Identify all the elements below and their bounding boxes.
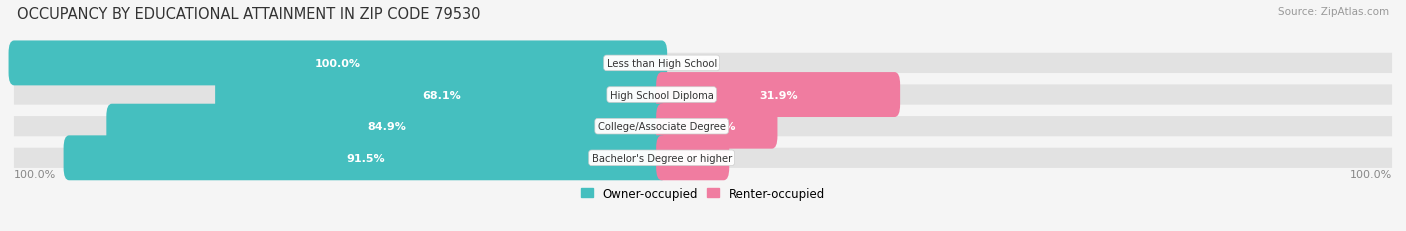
Text: Less than High School: Less than High School [606, 59, 717, 69]
Text: 0.0%: 0.0% [689, 59, 720, 69]
FancyBboxPatch shape [657, 104, 778, 149]
FancyBboxPatch shape [657, 73, 900, 118]
Text: 8.5%: 8.5% [678, 153, 709, 163]
FancyBboxPatch shape [662, 85, 1392, 105]
FancyBboxPatch shape [14, 54, 662, 74]
Text: Source: ZipAtlas.com: Source: ZipAtlas.com [1278, 7, 1389, 17]
FancyBboxPatch shape [662, 54, 1392, 74]
Text: 100.0%: 100.0% [315, 59, 361, 69]
Text: 84.9%: 84.9% [367, 122, 406, 132]
Text: 100.0%: 100.0% [1350, 170, 1392, 179]
Text: Bachelor's Degree or higher: Bachelor's Degree or higher [592, 153, 731, 163]
FancyBboxPatch shape [14, 85, 662, 105]
FancyBboxPatch shape [14, 117, 662, 137]
Text: OCCUPANCY BY EDUCATIONAL ATTAINMENT IN ZIP CODE 79530: OCCUPANCY BY EDUCATIONAL ATTAINMENT IN Z… [17, 7, 481, 22]
Text: College/Associate Degree: College/Associate Degree [598, 122, 725, 132]
Legend: Owner-occupied, Renter-occupied: Owner-occupied, Renter-occupied [576, 182, 830, 205]
FancyBboxPatch shape [14, 148, 662, 168]
FancyBboxPatch shape [63, 136, 668, 180]
FancyBboxPatch shape [657, 136, 730, 180]
Text: 100.0%: 100.0% [14, 170, 56, 179]
Text: 68.1%: 68.1% [422, 90, 461, 100]
FancyBboxPatch shape [662, 117, 1392, 137]
FancyBboxPatch shape [8, 41, 668, 86]
FancyBboxPatch shape [662, 148, 1392, 168]
FancyBboxPatch shape [107, 104, 668, 149]
FancyBboxPatch shape [215, 73, 668, 118]
Text: 31.9%: 31.9% [759, 90, 797, 100]
Text: High School Diploma: High School Diploma [610, 90, 714, 100]
Text: 91.5%: 91.5% [346, 153, 385, 163]
Text: 15.1%: 15.1% [697, 122, 737, 132]
